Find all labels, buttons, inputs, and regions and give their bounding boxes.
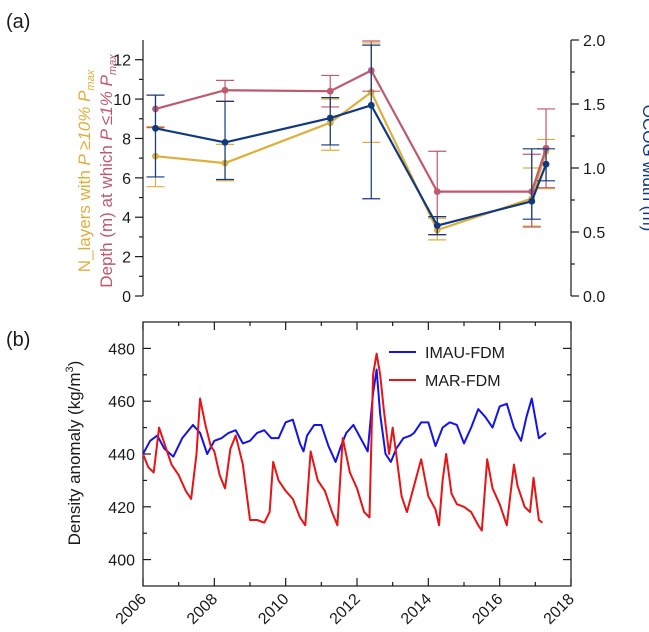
series-line-mar-fdm: [142, 352, 544, 532]
panel-a-right-tick-label: 2.0: [583, 33, 605, 50]
panel-a-right-tick-label: 1.5: [583, 97, 605, 114]
panel-a-ylabel-rose: Depth (m) at which P ≤1% Pmax: [97, 54, 119, 288]
data-point: [326, 114, 334, 122]
series-line-ocog-width: [155, 103, 548, 227]
panel-b-ylabel-close: ): [65, 361, 84, 367]
legend-label-imau: IMAU-FDM: [425, 345, 505, 362]
x-tick-label: 2006: [113, 591, 150, 628]
legend: IMAU-FDM MAR-FDM: [389, 345, 505, 390]
panel-a-ylabel-right: OCOG width (m): [639, 105, 649, 232]
panel-b-y-tick-label: 440: [108, 447, 135, 464]
panel-b-y-tick-label: 480: [108, 341, 135, 358]
data-point: [433, 188, 441, 196]
x-tick-label: 2018: [541, 591, 578, 628]
panel-a-left-tick-label: 8: [122, 131, 131, 148]
series-ocog-width: [146, 44, 556, 236]
ylabel-gold-sub: max: [85, 69, 97, 90]
panel-b-plot: [142, 352, 547, 532]
panel-b-ylabel: Density anomaly (kg/m3): [64, 361, 84, 546]
data-point: [433, 222, 441, 230]
panel-a-right-tick-label: 0.0: [583, 289, 605, 306]
panel-a-ylabel-gold: N_layers with P ≥10% Pmax: [75, 69, 97, 272]
ylabel-rose-prefix: Depth (m) at which: [97, 140, 116, 287]
series-line-n-layers: [155, 90, 548, 232]
panel-a-left-tick-label: 12: [113, 53, 131, 70]
x-tick-label: 2014: [398, 591, 435, 628]
x-tick-label: 2016: [469, 591, 506, 628]
x-tick-label: 2008: [184, 591, 221, 628]
panel-a-left-tick-label: 6: [122, 171, 131, 188]
panel-a-plot: [146, 40, 556, 241]
panel-b-y-tick-label: 460: [108, 394, 135, 411]
ylabel-rose-suffix: P ≤1% P: [97, 74, 116, 140]
data-point: [221, 86, 229, 94]
data-point: [221, 139, 229, 146]
panel-b-ylabel-main: Density anomaly (kg/m: [65, 372, 84, 545]
panel-a-left-tick-label: 10: [113, 92, 131, 109]
x-tick-label: 2012: [327, 591, 364, 628]
ylabel-rose-sub: max: [107, 54, 119, 75]
ylabel-gold-suffix: P ≥10% P: [75, 90, 94, 166]
panel-b-label: (b): [6, 329, 30, 351]
series-line-depth: [155, 69, 548, 193]
panel-a-left-tick-label: 4: [122, 210, 131, 227]
data-point: [326, 87, 334, 95]
panel-a-right-tick-label: 0.5: [583, 225, 605, 242]
series-line-imau-fdm: [142, 368, 547, 463]
ylabel-gold-prefix: N_layers with: [75, 165, 94, 272]
panel-a-right-tick-label: 1.0: [583, 161, 605, 178]
x-tick-label: 2010: [255, 591, 292, 628]
panel-b-y-tick-label: 420: [108, 500, 135, 517]
data-point: [152, 124, 159, 132]
panel-a-left-tick-label: 2: [122, 250, 131, 267]
legend-label-mar: MAR-FDM: [425, 373, 501, 390]
panel-a-axes: 0 2 4 6 8 10 12 0.0 0.5 1.0 1.5 2.0: [113, 33, 605, 306]
panel-a-left-tick-label: 0: [122, 289, 131, 306]
data-point: [542, 160, 550, 168]
data-point: [367, 101, 375, 109]
panel-b-ylabel-sup: 3: [64, 366, 76, 372]
panel-b-y-tick-label: 400: [108, 553, 135, 570]
panel-a-left-ylabels: N_layers with P ≥10% Pmax Depth (m) at w…: [75, 54, 119, 288]
panel-a-label: (a): [6, 11, 30, 33]
data-point: [528, 197, 536, 205]
